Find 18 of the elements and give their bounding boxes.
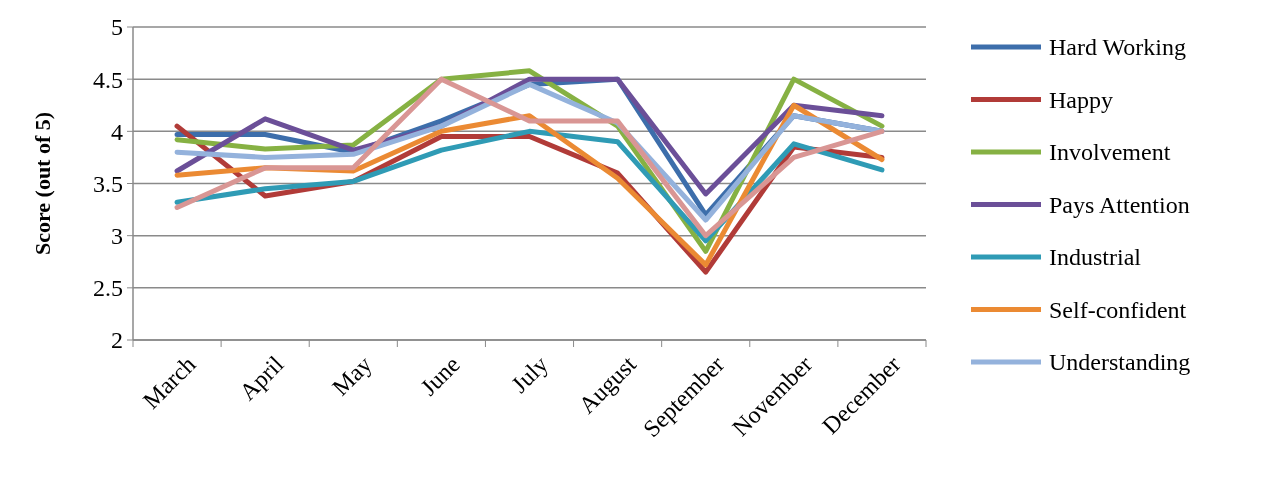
y-tick-label: 4 (111, 118, 123, 145)
legend-label: Self-confident (1049, 296, 1187, 323)
legend-label: Industrial (1049, 244, 1142, 271)
y-tick-label: 3.5 (93, 170, 123, 197)
y-tick-label: 3 (111, 223, 123, 250)
y-tick-label: 4.5 (93, 66, 123, 93)
y-tick-label: 2 (111, 327, 123, 354)
x-tick-label: June (415, 351, 465, 401)
legend-label: Understanding (1049, 349, 1191, 376)
y-axis-title: Score (out of 5) (30, 111, 55, 256)
legend-label: Hard Working (1049, 34, 1186, 61)
x-tick-label: July (506, 351, 553, 398)
legend-label: Happy (1049, 86, 1113, 113)
legend-label: Involvement (1049, 139, 1171, 166)
legend-label: Pays Attention (1049, 191, 1190, 218)
y-tick-label: 5 (111, 14, 123, 41)
y-tick-label: 2.5 (93, 275, 123, 302)
x-tick-label: May (327, 351, 377, 401)
